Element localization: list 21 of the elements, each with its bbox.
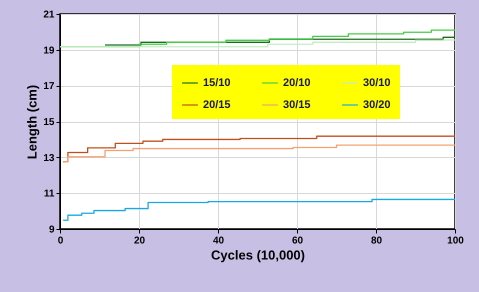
y-axis-title: Length (cm): [24, 84, 40, 160]
x-tick-label: 80: [370, 236, 382, 246]
legend-label: 30/20: [363, 99, 391, 111]
y-tick-label: 9: [48, 224, 55, 236]
legend-label: 30/10: [363, 77, 391, 89]
y-tick-label: 13: [43, 152, 55, 164]
legend-label: 20/10: [283, 77, 311, 89]
legend-label: 15/10: [203, 77, 231, 89]
x-tick-label: 40: [212, 236, 224, 246]
x-axis-title: Cycles (10,000): [211, 248, 305, 262]
x-tick-label: 20: [134, 236, 146, 246]
y-tick-label: 11: [44, 188, 55, 200]
legend-label: 20/15: [203, 99, 231, 111]
x-tick-label: 100: [447, 236, 464, 246]
x-tick-label: 0: [58, 236, 64, 246]
legend-label: 30/15: [283, 99, 311, 111]
y-tick-label: 17: [43, 81, 55, 92]
x-tick-label: 60: [292, 236, 304, 246]
y-tick-label: 19: [43, 45, 55, 56]
y-tick-label: 21: [43, 10, 55, 20]
y-tick-label: 15: [43, 117, 55, 128]
